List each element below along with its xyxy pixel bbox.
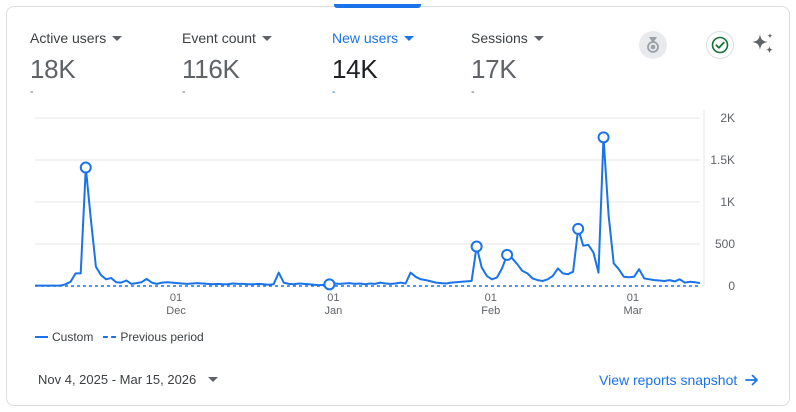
data-point-marker <box>79 161 92 174</box>
x-tick-day: 01 <box>170 292 182 304</box>
view-reports-snapshot-link[interactable]: View reports snapshot <box>599 372 759 388</box>
caret-down-icon <box>533 35 544 41</box>
metric-sessions[interactable]: Sessions 17K - <box>471 30 544 98</box>
y-tick-label: 0 <box>728 279 735 293</box>
metric-delta: - <box>471 86 475 98</box>
arrow-right-icon <box>745 374 759 386</box>
medal-icon[interactable] <box>639 31 667 59</box>
x-tick-day: 01 <box>327 292 339 304</box>
data-points <box>79 131 610 291</box>
view-link-text: View reports snapshot <box>599 372 738 388</box>
legend-item-current: Custom <box>35 330 93 344</box>
metric-value: 14K <box>332 54 378 84</box>
date-range-text: Nov 4, 2025 - Mar 15, 2026 <box>38 372 197 387</box>
legend-swatch-solid <box>35 336 48 338</box>
metric-delta: - <box>332 86 336 98</box>
sparkle-icon-graphic <box>752 33 773 54</box>
metric-label: Event count <box>182 30 272 46</box>
caret-down-icon <box>404 35 415 41</box>
sparkle-icon[interactable] <box>748 29 778 59</box>
chart-legend: Custom Previous period <box>35 330 214 344</box>
metric-label: New users <box>332 30 415 46</box>
legend-label-previous: Previous period <box>120 330 204 344</box>
y-axis: 0 500 1K 1.5K 2K <box>710 111 735 293</box>
metric-label-text: Event count <box>182 30 256 46</box>
x-tick-day: 01 <box>627 292 639 304</box>
medal-icon-graphic <box>647 37 659 53</box>
caret-down-icon <box>112 35 123 41</box>
check-circle-icon-graphic <box>711 36 729 54</box>
metric-value: 18K <box>30 54 76 84</box>
series <box>35 136 701 287</box>
caret-down-icon <box>261 35 272 41</box>
data-point-marker <box>501 248 514 261</box>
data-point-marker <box>470 240 483 253</box>
legend-item-previous: Previous period <box>103 330 204 344</box>
series-line-current <box>35 136 701 287</box>
date-range-selector[interactable]: Nov 4, 2025 - Mar 15, 2026 <box>38 372 219 387</box>
y-tick-label: 1K <box>720 195 735 209</box>
metric-label-text: Active users <box>30 30 107 46</box>
data-point-marker <box>572 222 585 235</box>
caret-down-icon <box>208 377 219 382</box>
metric-new-users[interactable]: New users 14K - <box>332 30 415 98</box>
x-tick-month: Feb <box>481 305 500 317</box>
metric-label-text: Sessions <box>471 30 528 46</box>
legend-label-current: Custom <box>52 330 94 344</box>
metric-value: 17K <box>471 54 517 84</box>
check-circle-icon[interactable] <box>706 31 734 59</box>
data-point-marker <box>597 131 610 144</box>
selected-tab-indicator <box>334 4 421 8</box>
x-tick-month: Jan <box>325 305 343 317</box>
metric-label: Active users <box>30 30 123 46</box>
grid <box>35 110 705 286</box>
y-tick-label: 2K <box>720 111 735 125</box>
y-tick-label: 1.5K <box>710 153 735 167</box>
x-tick-month: Mar <box>623 305 642 317</box>
metric-value: 116K <box>182 54 240 84</box>
x-tick-day: 01 <box>485 292 497 304</box>
metric-delta: - <box>182 86 186 98</box>
x-tick-month: Dec <box>166 305 186 317</box>
metric-active-users[interactable]: Active users 18K - <box>30 30 123 98</box>
y-tick-label: 500 <box>715 237 735 251</box>
metric-label-text: New users <box>332 30 399 46</box>
data-point-marker <box>323 278 336 291</box>
metric-label: Sessions <box>471 30 544 46</box>
report-card <box>6 6 790 406</box>
legend-swatch-dashed <box>103 336 117 338</box>
metric-event-count[interactable]: Event count 116K - <box>182 30 272 98</box>
metric-delta: - <box>30 86 34 98</box>
